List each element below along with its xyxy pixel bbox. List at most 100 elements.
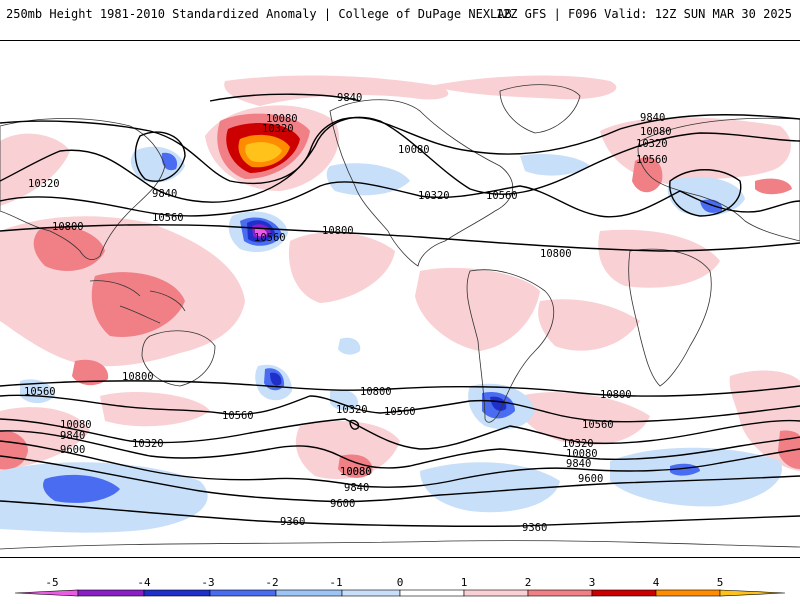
header: 250mb Height 1981-2010 Standardized Anom… [0,0,800,28]
colorbar-svg [14,589,786,597]
maritime-continent-outline [89,280,186,324]
model-valid-time: 12Z GFS | F096 Valid: 12Z SUN MAR 30 202… [495,7,792,21]
colorbar-label: 1 [460,576,468,589]
contour-label: 10320 [636,138,668,150]
world-map: 9840 10080 10320 10320 9840 10560 10800 … [0,40,800,558]
anomaly-map-svg: 9840 10080 10320 10320 9840 10560 10800 … [0,75,800,550]
colorbar-arrow-left [14,589,79,597]
anomaly-positive-weak [519,392,650,445]
contour-closed-low-europe [669,169,742,217]
contour-label: 10080 [266,113,298,125]
contour-10320-north [0,116,800,203]
contour-10080-south [0,430,800,469]
anomaly-positive-weak [295,421,400,480]
contour-label: 9840 [60,430,85,442]
colorbar-label: 4 [652,576,660,589]
contour-label: 10320 [418,190,450,202]
colorbar-segment-zero-high [399,589,465,597]
contour-label: 10800 [322,225,354,237]
colorbar-segment-plus1 [463,589,529,597]
contour-small-loop [349,419,360,430]
anomaly-positive-weak [224,75,449,106]
colorbar-label: -5 [45,576,59,589]
anomaly-positive-weak [600,117,791,186]
contour-label: 10800 [52,221,84,233]
europe-asia-outline [637,117,800,242]
colorbar-segment-minus1 [275,589,343,597]
contour-label: 10080 [398,144,430,156]
anomaly-negative-weak [610,447,782,507]
contour-label: 10560 [152,212,184,224]
contour-9360-south [0,500,800,527]
anomaly-positive-weak [598,229,720,288]
contour-label: 10320 [262,123,294,135]
anomaly-positive-weak [538,299,640,351]
colorbar-label: -3 [201,576,215,589]
anomaly-negative-extreme [255,228,267,237]
contour-label: 10080 [340,466,372,478]
anomaly-negative-weak [338,337,361,355]
contour-label: 10560 [222,410,254,422]
colorbar-segment-plus2 [527,589,593,597]
contour-10800-south [0,380,800,397]
colorbar-segment-minus3 [143,589,211,597]
colorbar-label: 3 [588,576,596,589]
map-title: 250mb Height 1981-2010 Standardized Anom… [6,7,512,21]
colorbar-segment-plus4 [655,589,721,597]
contour-label: 9840 [344,482,369,494]
anomaly-negative-moderate [670,463,700,476]
anomaly-negative-weak [520,154,590,176]
contour-label: 10560 [636,154,668,166]
anomaly-positive-moderate [91,272,185,337]
contour-label: 10320 [336,404,368,416]
contour-closed-low-asia [134,131,186,182]
south-america-outline [466,269,554,423]
contour-label: 10080 [340,466,372,478]
contour-label: 10560 [486,190,518,202]
colorbar-segment-plus3 [591,589,657,597]
contour-label: 9600 [578,473,603,485]
anomaly-negative-weak [330,389,359,411]
positive-anomaly-strong [226,123,300,173]
contour-label: 9840 [566,458,591,470]
anomaly-negative-moderate [161,152,178,171]
contour-10320-south [0,418,800,450]
contour-label: 10560 [254,232,286,244]
anomaly-positive-moderate [338,454,373,478]
contour-label: 10800 [600,389,632,401]
contour-label: 9840 [337,92,362,104]
contour-9600-south [0,455,800,503]
contour-label: 9360 [522,522,547,534]
colorbar-label: 2 [524,576,532,589]
anomaly-negative-moderate [43,474,120,503]
africa-outline [628,248,712,387]
colorbar-label: -2 [265,576,279,589]
anomaly-positive-weak [0,133,70,206]
anomaly-positive-weak [430,75,617,100]
anomaly-negative-weak [326,163,410,196]
height-contours [0,93,800,527]
colorbar-segment-minus4 [77,589,145,597]
north-america-outline [329,99,514,267]
contour-label: 10320 [132,438,164,450]
contour-9840-north [209,93,361,102]
antarctica-outline [0,540,800,550]
colorbar-label: 0 [396,576,404,589]
anomaly-positive-moderate [755,178,792,195]
anomaly-positive-moderate [33,226,106,271]
colorbar-label: 5 [716,576,724,589]
anomaly-positive-extreme [245,142,282,163]
contour-labels: 9840 10080 10320 10320 9840 10560 10800 … [24,92,672,534]
anomaly-negative-strong [490,396,507,411]
colorbar-segment-zero-low [341,589,401,597]
contour-label: 10800 [540,248,572,260]
greenland-outline [499,84,581,134]
contour-label: 10560 [24,386,56,398]
anomaly-positive-weak [288,232,395,303]
contour-label: 10800 [122,371,154,383]
contour-label: 9840 [152,188,177,200]
contour-10560-north [0,181,800,218]
contour-label: 9600 [330,498,355,510]
contour-label: 10080 [566,448,598,460]
contour-label: 10320 [28,178,60,190]
